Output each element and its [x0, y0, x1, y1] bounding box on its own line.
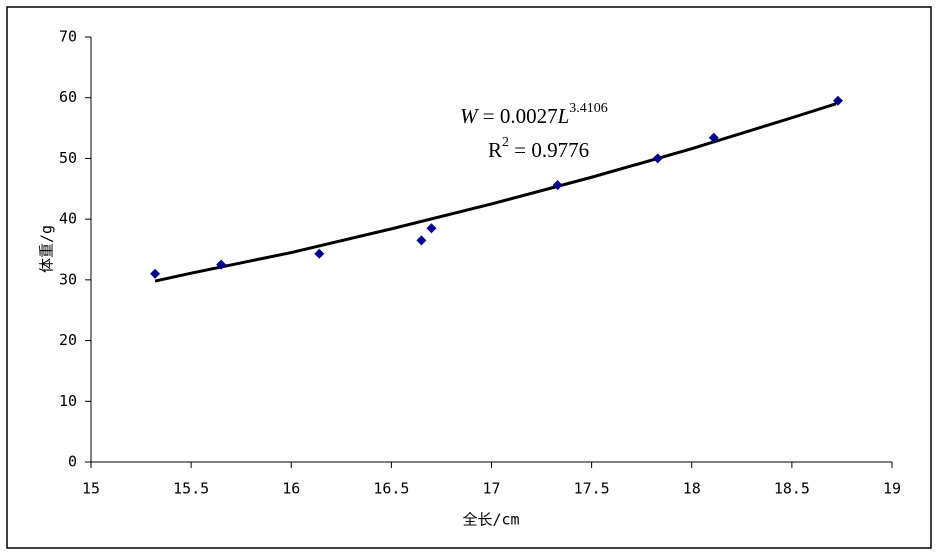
x-tick-label: 15.5 [173, 480, 209, 498]
eq-lhs: W [460, 104, 480, 128]
data-point [426, 223, 437, 234]
data-point [708, 132, 719, 143]
y-tick-label: 30 [59, 270, 77, 288]
x-tick-label: 18.5 [774, 480, 810, 498]
y-tick-label: 10 [59, 392, 77, 410]
equation: W = 0.0027L3.4106 [460, 101, 608, 128]
eq-var: L [557, 104, 570, 128]
eq-mid: = 0.0027 [478, 104, 558, 128]
r-squared: R2 = 0.9776 [488, 135, 589, 162]
y-axis-label: 体重/g [38, 225, 56, 273]
x-tick-label: 19 [883, 480, 901, 498]
x-tick-label: 15 [82, 480, 100, 498]
x-tick-label: 17.5 [574, 480, 610, 498]
data-point [652, 153, 663, 164]
data-point [150, 268, 161, 279]
r2-base: R [488, 138, 502, 162]
y-tick-label: 60 [59, 88, 77, 106]
chart-frame [6, 6, 932, 549]
trend-line [154, 102, 837, 283]
x-tick-label: 17 [482, 480, 500, 498]
r2-exponent: 2 [502, 135, 509, 150]
data-point [216, 259, 227, 270]
y-tick-label: 40 [59, 210, 77, 228]
x-tick-label: 18 [683, 480, 701, 498]
data-point [832, 95, 843, 106]
y-tick-label: 20 [59, 331, 77, 349]
data-point [314, 248, 325, 259]
y-tick-label: 50 [59, 149, 77, 167]
x-tick-label: 16.5 [373, 480, 409, 498]
y-tick-label: 70 [59, 28, 77, 46]
x-tick-label: 16 [282, 480, 300, 498]
y-tick-label: 0 [68, 453, 77, 471]
x-axis-label: 全长/cm [462, 511, 519, 529]
eq-exponent: 3.4106 [569, 101, 608, 116]
data-point [552, 180, 563, 191]
data-point [416, 235, 427, 246]
r2-rest: = 0.9776 [509, 138, 589, 162]
